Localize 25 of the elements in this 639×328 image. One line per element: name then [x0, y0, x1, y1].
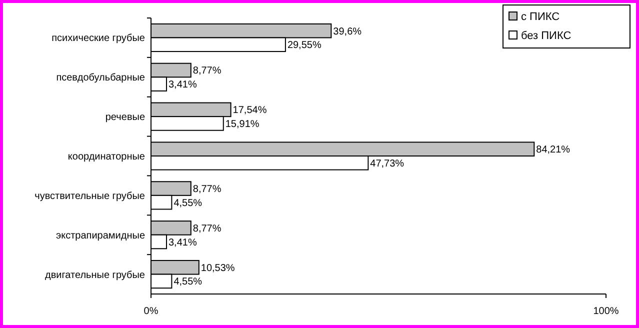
y-tick-label: психические грубые [52, 33, 146, 44]
data-label: 47,73% [370, 158, 404, 170]
data-label: 3,41% [168, 80, 197, 91]
legend-label: без ПИКС [521, 30, 572, 42]
data-label: 4,55% [174, 198, 202, 209]
x-tick-label: 0% [144, 306, 158, 317]
x-tick-label: 100% [593, 306, 619, 317]
y-tick-label: координаторные [68, 152, 146, 162]
data-label: 3,41% [168, 237, 197, 248]
data-label: 4,55% [174, 276, 202, 288]
y-tick-label: двигательные грубые [45, 270, 146, 281]
y-tick-label: псевдобульбарные [56, 72, 146, 84]
data-label: 15,91% [225, 118, 260, 130]
data-label: 39,6% [333, 26, 362, 38]
y-tick-label: речевые [105, 112, 146, 124]
y-tick-label: чувствительные грубые [34, 190, 146, 202]
data-label: 84,21% [536, 144, 570, 156]
data-label: 10,53% [200, 262, 235, 274]
data-label: 8,77% [192, 184, 222, 196]
legend-label: с ПИКС [521, 10, 560, 23]
data-label: 17,54% [232, 105, 267, 116]
data-label: 29,55% [287, 40, 322, 52]
data-label: 8,77% [192, 66, 222, 77]
y-tick-label: экстрапирамидные [56, 230, 146, 242]
data-label: 8,77% [192, 223, 222, 234]
